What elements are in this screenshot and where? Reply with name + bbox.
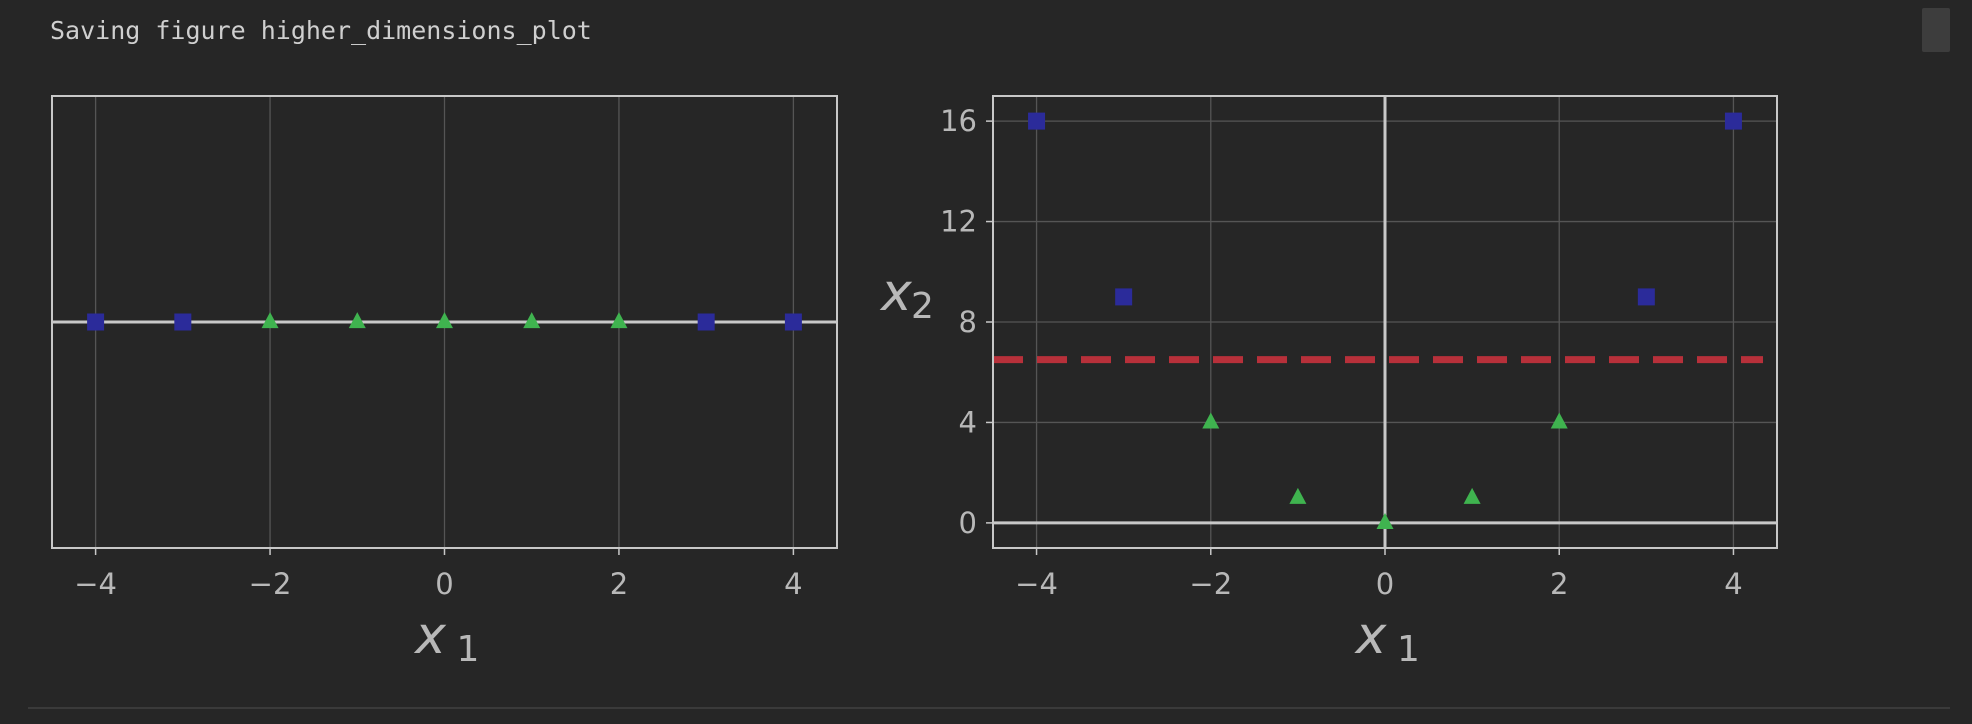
y-axis-label: x (879, 263, 913, 323)
square-marker (87, 313, 105, 331)
x-tick-label: 2 (1550, 567, 1568, 601)
output-divider (28, 707, 1950, 709)
triangle-marker (1202, 412, 1220, 429)
square-marker (1724, 112, 1742, 130)
triangle-marker (1463, 487, 1481, 504)
triangle-marker (1550, 412, 1568, 429)
x-tick-label: 2 (610, 567, 628, 601)
x-tick-label: −2 (249, 567, 292, 601)
triangle-marker (523, 312, 541, 329)
x-axis-label: x (1354, 606, 1388, 666)
y-tick-label: 0 (959, 506, 977, 540)
x-tick-label: 4 (1724, 567, 1742, 601)
square-marker (784, 313, 802, 331)
x-tick-label: −2 (1189, 567, 1232, 601)
y-tick-label: 12 (940, 205, 977, 239)
y-tick-label: 8 (959, 305, 977, 339)
square-marker (697, 313, 715, 331)
triangle-marker (348, 312, 366, 329)
x-tick-label: −4 (74, 567, 117, 601)
x-axis-label-subscript: 1 (1397, 629, 1420, 670)
x-axis-label: x (413, 606, 447, 666)
y-tick-label: 16 (940, 104, 977, 138)
x-tick-label: −4 (1015, 567, 1058, 601)
x-tick-label: 0 (1376, 567, 1394, 601)
square-marker (1637, 288, 1655, 306)
square-marker (1115, 288, 1133, 306)
square-marker (1028, 112, 1046, 130)
x-tick-label: 0 (435, 567, 453, 601)
triangle-marker (436, 312, 453, 329)
square-marker (174, 313, 192, 331)
output-scroll-indicator[interactable] (1922, 8, 1950, 52)
cell-output-text: Saving figure higher_dimensions_plot (50, 16, 592, 45)
y-axis-label-subscript: 2 (911, 286, 934, 327)
x-tick-label: 4 (784, 567, 802, 601)
y-tick-label: 4 (959, 405, 977, 439)
triangle-marker (261, 312, 279, 329)
x-axis-label-subscript: 1 (457, 629, 480, 670)
chart-panel-1d: −4 −2 0 2 4 x 1 (51, 95, 838, 670)
triangle-marker (610, 312, 628, 329)
triangle-marker (1376, 512, 1394, 529)
triangle-marker (1289, 487, 1307, 504)
